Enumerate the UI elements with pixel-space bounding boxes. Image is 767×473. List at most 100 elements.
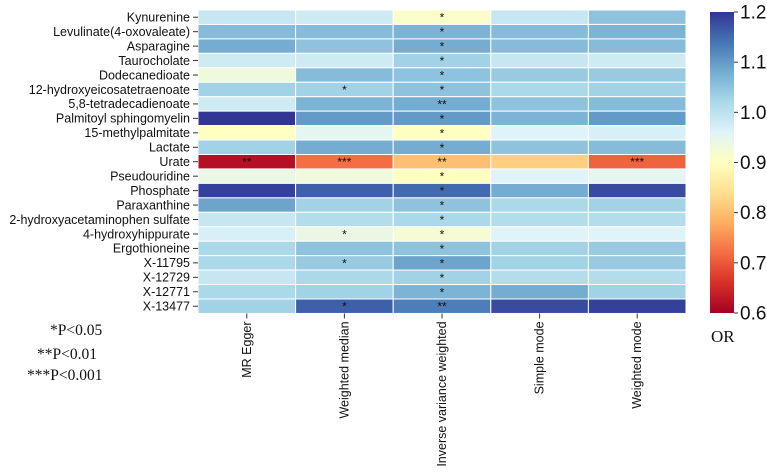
significance-mark: * <box>440 285 445 299</box>
heatmap-cell <box>490 23 589 40</box>
heatmap-cell <box>587 52 687 69</box>
significance-mark: * <box>440 69 445 83</box>
row-label: X-11795 <box>144 256 190 270</box>
significance-legend-item: *P<0.05 <box>50 322 102 339</box>
significance-mark: * <box>440 271 445 285</box>
heatmap-cell <box>295 38 394 54</box>
row-label: Dodecanedioate <box>99 68 190 82</box>
heatmap-cell <box>587 168 687 184</box>
colorbar-label: OR <box>711 327 735 346</box>
heatmap-cell <box>587 96 687 112</box>
heatmap-cell <box>197 139 297 156</box>
significance-mark: *** <box>337 155 351 169</box>
significance-mark: *** <box>630 155 644 169</box>
heatmap-cell <box>295 125 394 141</box>
heatmap-cell <box>490 67 589 83</box>
colorbar-tick-label: 1.1 <box>740 53 766 74</box>
heatmap-cell <box>295 197 394 213</box>
colorbar-tick-label: 0.6 <box>740 304 766 325</box>
significance-mark: * <box>342 256 347 270</box>
row-label: Asparagine <box>127 39 190 53</box>
heatmap-cell <box>197 255 297 271</box>
heatmap-cell <box>197 211 297 228</box>
heatmap-cell <box>295 284 394 300</box>
column-label: Weighted mode <box>630 321 644 408</box>
heatmap-cell <box>587 81 687 98</box>
heatmap-cell <box>197 9 297 25</box>
row-label: X-12771 <box>143 285 190 299</box>
row-label: X-13477 <box>143 300 190 314</box>
heatmap-cell <box>197 52 297 69</box>
heatmap-cell <box>587 38 687 54</box>
significance-mark: * <box>440 227 445 241</box>
heatmap-cell <box>587 240 687 257</box>
heatmap-cell <box>587 197 687 213</box>
heatmap-cell <box>197 110 297 127</box>
significance-mark: * <box>440 112 445 126</box>
heatmap-cell <box>490 139 589 156</box>
column-label: Weighted median <box>337 321 351 418</box>
row-label: Urate <box>159 155 190 169</box>
significance-mark: ** <box>242 155 252 169</box>
significance-mark: * <box>440 11 445 25</box>
heatmap-cell <box>197 96 297 112</box>
row-label: Palmitoyl sphingomyelin <box>56 112 190 126</box>
heatmap-cell <box>587 139 687 156</box>
significance-mark: * <box>342 300 347 314</box>
heatmap-cell <box>490 240 589 257</box>
heatmap-cell <box>197 23 297 40</box>
heatmap-cell <box>587 284 687 300</box>
row-label: Phosphate <box>130 184 190 198</box>
heatmap-cell <box>587 226 687 242</box>
row-label: Taurocholate <box>118 54 190 68</box>
significance-mark: * <box>440 199 445 213</box>
heatmap-cell <box>197 226 297 242</box>
row-label: Pseudouridine <box>110 169 190 183</box>
heatmap-cell <box>490 110 589 127</box>
heatmap-cell <box>197 125 297 141</box>
heatmap-cell <box>197 38 297 54</box>
significance-mark: ** <box>437 155 447 169</box>
heatmap-cell <box>197 81 297 98</box>
heatmap-cell <box>197 269 297 286</box>
heatmap-cell <box>490 211 589 228</box>
heatmap-cell <box>490 197 589 213</box>
significance-mark: * <box>440 54 445 68</box>
heatmap-cell <box>295 269 394 286</box>
significance-mark: ** <box>437 300 447 314</box>
heatmap-cell <box>490 38 589 54</box>
significance-mark: * <box>440 40 445 54</box>
heatmap-cell <box>490 81 589 98</box>
heatmap-cell <box>295 67 394 83</box>
significance-mark: * <box>440 170 445 184</box>
row-label: 4-hydroxyhippurate <box>83 227 190 241</box>
row-label: Lactate <box>149 141 190 155</box>
column-label: Simple mode <box>533 321 547 394</box>
heatmap-cell <box>490 269 589 286</box>
significance-mark: * <box>342 227 347 241</box>
heatmap-cell <box>197 67 297 83</box>
heatmap-cell <box>197 284 297 300</box>
significance-mark: * <box>440 126 445 140</box>
heatmap-cell <box>490 298 589 314</box>
heatmap-cell <box>295 182 394 199</box>
significance-mark: * <box>440 25 445 39</box>
heatmap-cell <box>295 96 394 112</box>
heatmap-cell <box>295 23 394 40</box>
heatmap-cell <box>197 197 297 213</box>
heatmap-cell <box>490 226 589 242</box>
column-labels: MR Egger Weighted median Inverse variance … <box>240 313 644 467</box>
heatmap-cell <box>197 182 297 199</box>
significance-mark: * <box>440 141 445 155</box>
significance-legend-item: **P<0.01 <box>37 346 97 363</box>
row-labels: KynurenineLevulinate(4-oxovaleate)Aspara… <box>9 11 198 314</box>
significance-mark: * <box>440 184 445 198</box>
heatmap-cell <box>197 298 297 314</box>
colorbar-tick-label: 0.7 <box>740 253 766 274</box>
column-label: MR Egger <box>240 321 254 377</box>
colorbar-gradient <box>710 12 734 313</box>
heatmap-cell <box>490 52 589 69</box>
heatmap-cell <box>490 255 589 271</box>
heatmap-cell <box>295 168 394 184</box>
